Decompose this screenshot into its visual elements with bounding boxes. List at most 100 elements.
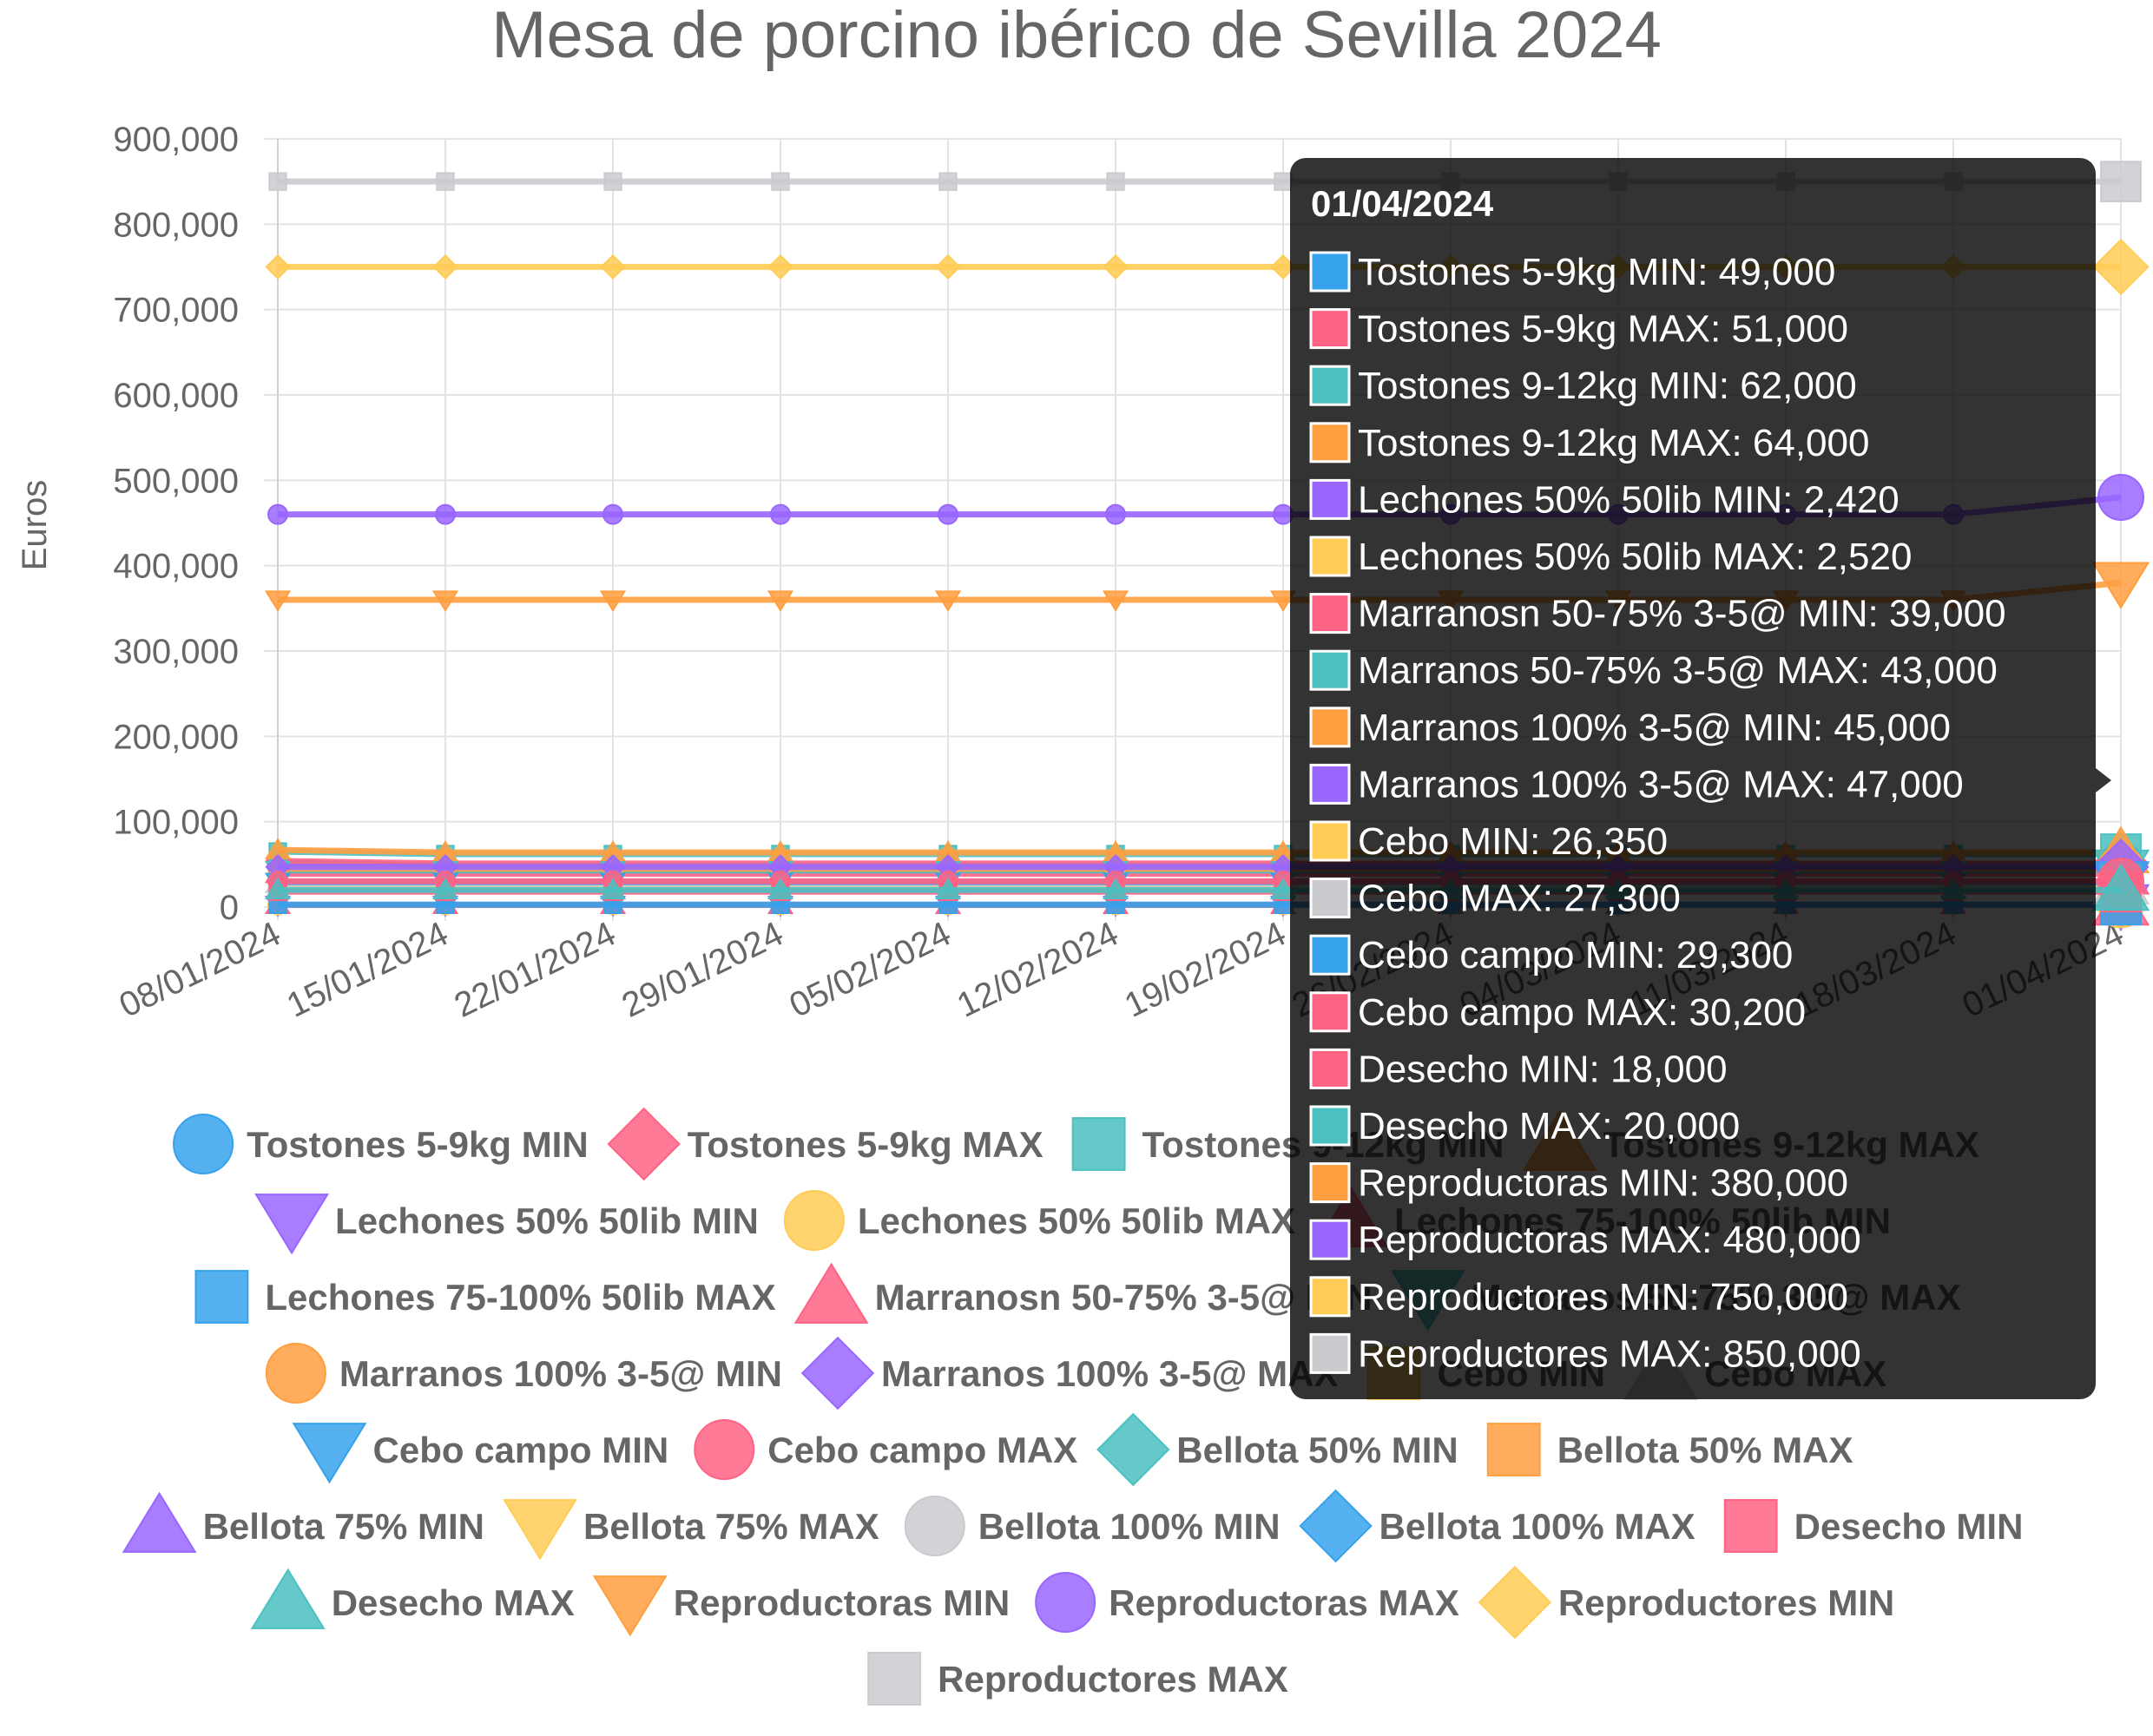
x-tick-label: 29/01/2024 (616, 915, 789, 1025)
legend-label: Bellota 50% MAX (1557, 1430, 1853, 1470)
legend-label: Desecho MAX (332, 1582, 575, 1623)
data-point (268, 172, 287, 191)
data-point (934, 590, 962, 613)
data-point (1103, 253, 1129, 280)
legend-marker (122, 1491, 197, 1553)
data-point (2092, 238, 2150, 296)
legend-marker (607, 1107, 681, 1181)
legend-label: Marranosn 50-75% 3-5@ MIN (875, 1277, 1373, 1318)
tooltip-swatch (1309, 763, 1351, 805)
legend-item: Bellota 100% MIN (904, 1496, 1281, 1556)
tooltip-swatch (1309, 478, 1351, 520)
legend-label: Lechones 75-100% 50lib MAX (265, 1277, 775, 1318)
legend-marker (1096, 1412, 1170, 1487)
legend-marker (503, 1499, 577, 1561)
legend-marker (173, 1114, 234, 1174)
legend-item: Desecho MIN (1723, 1499, 2024, 1553)
legend-item: Tostones 5-9kg MIN (173, 1114, 589, 1174)
y-tick-label: 100,000 (113, 804, 239, 842)
data-point (767, 878, 794, 900)
legend-item: Marranos 100% 3-5@ MIN (265, 1343, 782, 1404)
tooltip-swatch (1309, 1276, 1351, 1318)
chart-title: Mesa de porcino ibérico de Sevilla 2024 (491, 0, 1662, 72)
data-point (603, 172, 622, 191)
data-point (267, 503, 288, 525)
data-point (600, 253, 626, 280)
data-point (2097, 474, 2144, 521)
tooltip-item: Reproductoras MIN: 380,000 (1358, 1162, 1848, 1205)
legend-item: Bellota 100% MAX (1299, 1489, 1695, 1563)
tooltip-item: Lechones 50% 50lib MAX: 2,520 (1358, 536, 1912, 578)
x-tick-label: 05/02/2024 (784, 915, 957, 1025)
tooltip-box (1290, 158, 2096, 1399)
legend-marker (265, 1343, 326, 1404)
tooltip: 01/04/2024 Tostones 5-9kg MIN: 49,000 Tost… (1290, 158, 2111, 1399)
legend-label: Bellota 100% MAX (1379, 1506, 1695, 1547)
data-point (938, 503, 958, 525)
y-axis: 0 100,000 200,000 300,000 400,000 500,000 600,… (113, 121, 239, 927)
legend-item: Cebo campo MAX (694, 1419, 1077, 1480)
legend-marker (694, 1419, 755, 1480)
y-tick-label: 200,000 (113, 718, 239, 756)
tooltip-swatch (1309, 1332, 1351, 1374)
legend-item: Bellota 50% MIN (1096, 1412, 1458, 1487)
legend-marker (1299, 1489, 1373, 1563)
data-point (436, 172, 455, 191)
tooltip-item: Cebo campo MIN: 29,300 (1358, 934, 1793, 976)
tooltip-caret (2096, 768, 2111, 792)
legend-marker (800, 1336, 875, 1410)
y-tick-label: 400,000 (113, 548, 239, 586)
legend-item: Reproductoras MAX (1035, 1572, 1459, 1633)
tooltip-swatch (1309, 878, 1351, 919)
tooltip-swatch (1309, 593, 1351, 635)
data-point (264, 590, 292, 613)
data-point (431, 878, 459, 900)
legend-label: Bellota 75% MIN (203, 1506, 484, 1547)
tooltip-swatch (1309, 649, 1351, 691)
legend-label: Cebo campo MAX (767, 1430, 1077, 1470)
tooltip-swatch (1309, 1162, 1351, 1204)
tooltip-item: Reproductores MIN: 750,000 (1358, 1276, 1848, 1318)
data-point (934, 878, 962, 900)
x-tick-label: 08/01/2024 (114, 915, 286, 1025)
tooltip-item: Desecho MAX: 20,000 (1358, 1105, 1740, 1147)
data-point (435, 503, 456, 525)
legend-label: Cebo campo MIN (373, 1430, 669, 1470)
legend-marker (292, 1423, 367, 1484)
legend-marker (1478, 1565, 1552, 1640)
legend-item: Reproductores MIN (1478, 1565, 1894, 1640)
data-point (1106, 172, 1125, 191)
data-point (602, 503, 623, 525)
legend-label: Desecho MIN (1794, 1506, 2024, 1547)
y-tick-label: 800,000 (113, 206, 239, 244)
legend-marker (1035, 1572, 1096, 1633)
data-point (1274, 172, 1293, 191)
legend-item: Desecho MAX (250, 1568, 575, 1629)
data-point (767, 253, 793, 280)
data-point (1269, 590, 1297, 613)
data-point (1269, 878, 1297, 900)
legend-item: Marranos 100% 3-5@ MAX (800, 1336, 1338, 1410)
tooltip-swatch (1309, 1219, 1351, 1260)
x-tick-label: 12/02/2024 (951, 915, 1124, 1025)
data-point (431, 590, 459, 613)
tooltip-swatch (1309, 422, 1351, 464)
tooltip-item: Reproductoras MAX: 480,000 (1358, 1219, 1861, 1261)
tooltip-title: 01/04/2024 (1311, 183, 1494, 224)
legend-label: Lechones 50% 50lib MAX (858, 1200, 1295, 1241)
tooltip-swatch (1309, 308, 1351, 350)
y-axis-label: Euros (16, 480, 54, 571)
legend-label: Tostones 5-9kg MAX (688, 1124, 1044, 1165)
legend-marker (904, 1496, 965, 1556)
tooltip-swatch (1309, 251, 1351, 293)
legend-item: Reproductoras MIN (592, 1575, 1010, 1637)
data-point (599, 878, 627, 900)
y-tick-label: 900,000 (113, 121, 239, 159)
data-point (264, 878, 292, 900)
tooltip-item: Marranos 100% 3-5@ MAX: 47,000 (1358, 763, 1964, 806)
tooltip-item: Desecho MIN: 18,000 (1358, 1048, 1728, 1090)
legend-label: Bellota 50% MIN (1176, 1430, 1458, 1470)
legend-marker (194, 1270, 249, 1324)
data-point (2091, 863, 2150, 911)
